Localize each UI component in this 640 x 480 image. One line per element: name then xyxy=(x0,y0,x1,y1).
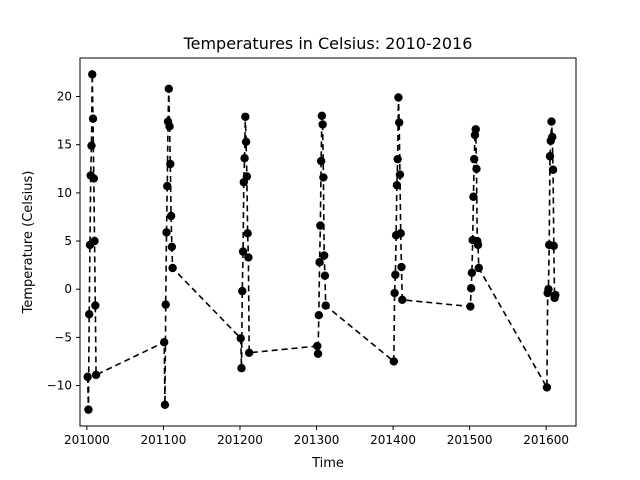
data-point xyxy=(316,156,326,166)
data-point xyxy=(549,241,559,251)
data-point xyxy=(87,141,96,150)
y-tick-label: 5 xyxy=(64,234,72,248)
x-axis-label: Time xyxy=(311,456,344,471)
data-point xyxy=(473,240,483,250)
plot-area: 201000 201100 201200 201300 201400 201500 2016… xyxy=(47,70,569,447)
data-point xyxy=(161,300,170,309)
data-point xyxy=(166,211,176,221)
x-tick-label: 201200 xyxy=(217,433,263,447)
data-point xyxy=(472,164,481,173)
y-tick-label: 20 xyxy=(57,90,72,104)
y-tick-label: −5 xyxy=(54,330,72,344)
data-point xyxy=(395,170,405,179)
data-point xyxy=(318,120,327,129)
data-point xyxy=(88,70,97,79)
data-point xyxy=(238,247,248,256)
x-tick-label: 201400 xyxy=(370,433,416,447)
data-point xyxy=(313,349,323,358)
data-point xyxy=(91,370,101,380)
y-tick-label: 10 xyxy=(57,186,72,200)
data-point xyxy=(316,221,325,230)
data-point xyxy=(241,112,250,121)
y-tick-label: −10 xyxy=(47,379,72,393)
data-point xyxy=(321,301,330,310)
data-point xyxy=(545,152,555,161)
data-point xyxy=(168,263,177,273)
data-point xyxy=(242,172,252,181)
data-point xyxy=(393,154,402,164)
data-point xyxy=(167,242,177,252)
data-point xyxy=(469,154,479,164)
data-point xyxy=(389,357,399,366)
data-point xyxy=(314,311,324,320)
data-point xyxy=(547,117,556,126)
data-point xyxy=(159,337,169,347)
data-point xyxy=(238,286,247,296)
data-point xyxy=(467,268,477,278)
data-point xyxy=(469,192,478,201)
data-point xyxy=(542,383,552,392)
data-point xyxy=(165,122,174,131)
x-tick-label: 201000 xyxy=(64,433,110,447)
data-point xyxy=(392,180,402,190)
data-point xyxy=(544,285,553,294)
data-point xyxy=(164,84,173,94)
data-point xyxy=(319,173,328,182)
data-point xyxy=(474,263,483,273)
x-tick-label: 201500 xyxy=(447,433,493,447)
data-point xyxy=(160,400,170,410)
data-point xyxy=(236,334,245,343)
data-point xyxy=(84,310,94,319)
data-point xyxy=(91,301,100,310)
y-tick-label: 0 xyxy=(64,282,72,296)
data-point xyxy=(390,288,399,298)
data-point xyxy=(315,258,324,267)
data-point xyxy=(548,132,557,142)
data-point xyxy=(319,251,329,260)
data-point xyxy=(166,159,175,169)
data-point xyxy=(317,111,327,121)
data-point xyxy=(466,284,476,293)
data-point xyxy=(89,174,98,183)
data-point xyxy=(84,405,93,414)
x-tick-label: 201100 xyxy=(141,433,187,447)
data-point xyxy=(320,271,330,280)
data-point xyxy=(244,253,253,262)
data-point xyxy=(241,137,251,147)
data-point xyxy=(396,229,405,238)
data-point xyxy=(90,236,99,246)
data-point xyxy=(163,181,172,191)
y-tick-label: 15 xyxy=(57,138,72,152)
data-point xyxy=(391,270,400,279)
chart-title: Temperatures in Celsius: 2010-2016 xyxy=(183,34,473,53)
y-axis-label: Temperature (Celsius) xyxy=(21,171,36,315)
plot-frame xyxy=(79,57,577,427)
data-point xyxy=(548,165,558,174)
data-point xyxy=(83,372,92,382)
data-point xyxy=(313,341,322,351)
data-point xyxy=(471,125,480,134)
data-point xyxy=(243,229,252,238)
data-point xyxy=(394,93,403,102)
data-point xyxy=(162,228,171,237)
data-point xyxy=(466,302,475,311)
data-point xyxy=(551,290,560,300)
data-point xyxy=(397,262,406,272)
data-point xyxy=(244,348,254,357)
data-point xyxy=(237,363,246,373)
data-point xyxy=(394,118,404,127)
data-point xyxy=(398,295,407,305)
data-point xyxy=(88,114,98,123)
data-point xyxy=(240,153,249,163)
x-tick-label: 201300 xyxy=(294,433,340,447)
x-tick-label: 201600 xyxy=(523,433,569,447)
